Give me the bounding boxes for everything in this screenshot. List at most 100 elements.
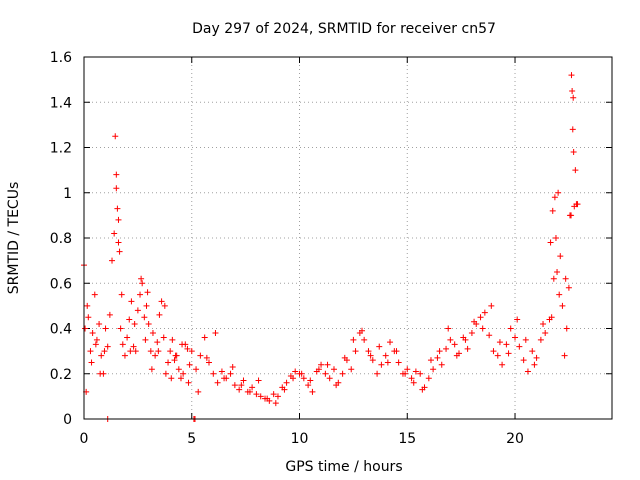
data-point [113,171,120,178]
data-point [516,343,523,350]
data-point [468,330,475,337]
data-point [451,341,458,348]
data-point [132,348,139,355]
data-point [438,361,445,368]
data-point [246,388,253,395]
data-point [365,348,372,355]
data-point [104,343,111,350]
data-point [91,291,98,298]
plot-frame [83,56,613,420]
data-point [378,361,385,368]
data-point [408,375,415,382]
data-point [177,375,184,382]
data-point [322,370,329,377]
data-point [395,359,402,366]
data-point [88,359,95,366]
data-point [494,352,501,359]
data-point [84,302,91,309]
data-point [188,348,195,355]
y-tick-label: 0.6 [50,276,72,292]
data-point [117,325,124,332]
grid-lines [84,57,612,419]
data-point [214,379,221,386]
data-point [490,348,497,355]
data-point [167,348,174,355]
data-point [124,334,131,341]
data-point [410,379,417,386]
data-point [101,348,108,355]
data-point [115,216,122,223]
data-point [361,336,368,343]
data-point [193,366,200,373]
data-point [139,280,146,287]
data-point [562,275,569,282]
data-point [102,325,109,332]
data-point [87,348,94,355]
data-point [197,352,204,359]
data-point [148,366,155,373]
data-point [505,350,512,357]
data-point [85,314,92,321]
data-point [419,386,426,393]
data-point [221,375,228,382]
data-point [218,368,225,375]
data-point [309,388,316,395]
x-tick-label: 15 [398,431,416,447]
data-point [568,72,575,79]
data-point [374,370,381,377]
data-point [572,167,579,174]
x-tick-label: 0 [80,431,89,447]
data-point [210,370,217,377]
data-point [436,348,443,355]
y-tick-label: 0 [63,412,72,428]
data-point [551,194,558,201]
data-point [118,291,125,298]
data-point [255,377,262,384]
data-point [180,370,187,377]
data-point [382,352,389,359]
data-point [128,298,135,305]
data-point [93,336,100,343]
data-point [158,298,165,305]
x-tick-label: 10 [291,431,309,447]
data-point [168,375,175,382]
data-point [141,314,148,321]
data-point [542,330,549,337]
data-point [300,375,307,382]
data-point [369,357,376,364]
data-point [126,316,133,323]
data-point [430,366,437,373]
data-point [249,384,256,391]
data-point [82,325,89,332]
data-point [264,395,271,402]
data-point [147,348,154,355]
y-tick-label: 0.4 [50,322,72,338]
data-point [570,94,577,101]
data-point [569,87,576,94]
data-point [559,302,566,309]
data-point [290,375,297,382]
data-point [155,348,162,355]
data-point [479,325,486,332]
data-point [318,361,325,368]
data-point [272,400,279,407]
data-point [496,339,503,346]
data-point [464,345,471,352]
data-point [185,379,192,386]
data-point [274,393,281,400]
data-point [305,382,312,389]
data-point [488,302,495,309]
data-point [138,275,145,282]
data-point [548,314,555,321]
data-point [471,318,478,325]
data-point [507,325,514,332]
data-point [169,336,176,343]
data-point [112,133,119,140]
y-tick-label: 0.8 [50,231,72,247]
data-point [201,334,208,341]
x-tick-label: 5 [187,431,196,447]
data-point [229,363,236,370]
y-axis-label: SRMTID / TECUs [6,182,22,295]
data-point [172,352,179,359]
